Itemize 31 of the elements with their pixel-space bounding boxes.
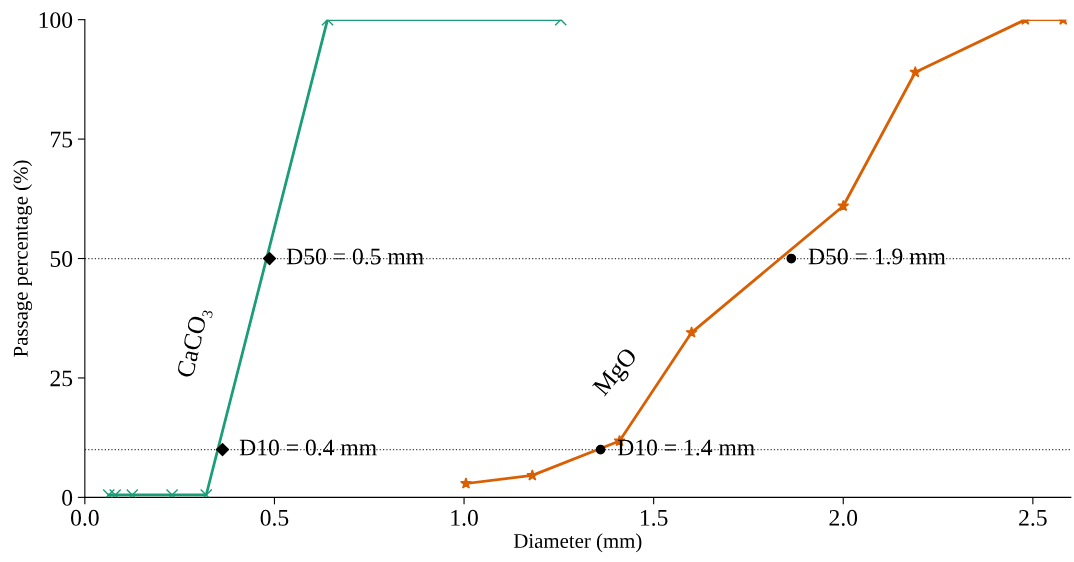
y-tick-label: 25 — [50, 370, 73, 387]
x-tick-label: 0.5 — [260, 509, 289, 526]
y-tick-label: 100 — [39, 12, 73, 29]
x-tick-label: 1.0 — [451, 509, 478, 526]
annotation: D10 = 0.4 mm — [239, 439, 377, 456]
point — [837, 199, 850, 212]
x-tick-label: 2.5 — [1019, 509, 1047, 526]
point — [459, 477, 472, 489]
annotation: D50 = 0.5 mm — [286, 248, 424, 265]
point — [199, 488, 213, 498]
y-tick-label: 75 — [50, 131, 73, 148]
y-tick-label: 50 — [50, 251, 73, 267]
y-tick-label: 0 — [62, 489, 73, 506]
annotation: D50 = 1.9 mm — [808, 248, 946, 265]
x-tick-label: 0.0 — [70, 509, 99, 526]
point — [526, 469, 539, 481]
point — [125, 488, 139, 498]
point — [685, 326, 698, 338]
x-tick-label: 1.5 — [640, 509, 668, 526]
point — [595, 444, 606, 455]
y-axis-title: Passage percentage (%) — [13, 160, 33, 357]
point — [102, 488, 115, 498]
point — [165, 488, 179, 498]
annotation: D10 = 1.4 mm — [617, 439, 755, 456]
point — [262, 251, 277, 266]
point — [108, 488, 122, 498]
x-axis-title: Diameter (mm) — [513, 533, 642, 553]
text: CaCO₃ — [176, 307, 214, 380]
point — [215, 443, 230, 457]
x-tick-label: 2.0 — [829, 509, 858, 526]
point — [786, 253, 797, 264]
